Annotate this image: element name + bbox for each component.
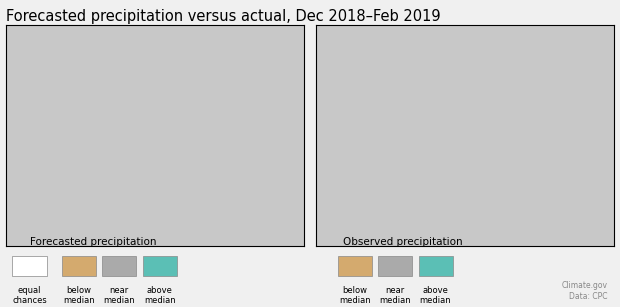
- Text: below
median: below median: [339, 286, 371, 305]
- Text: Climate.gov
Data: CPC: Climate.gov Data: CPC: [562, 282, 608, 301]
- Text: above
median: above median: [420, 286, 451, 305]
- Text: equal
chances: equal chances: [12, 286, 47, 305]
- Text: Observed precipitation: Observed precipitation: [343, 237, 463, 247]
- Text: above
median: above median: [144, 286, 175, 305]
- Text: below
median: below median: [63, 286, 95, 305]
- Text: near
median: near median: [104, 286, 135, 305]
- Text: Forecasted precipitation: Forecasted precipitation: [30, 237, 156, 247]
- Text: near
median: near median: [379, 286, 411, 305]
- Text: Forecasted precipitation versus actual, Dec 2018–Feb 2019: Forecasted precipitation versus actual, …: [6, 9, 441, 24]
